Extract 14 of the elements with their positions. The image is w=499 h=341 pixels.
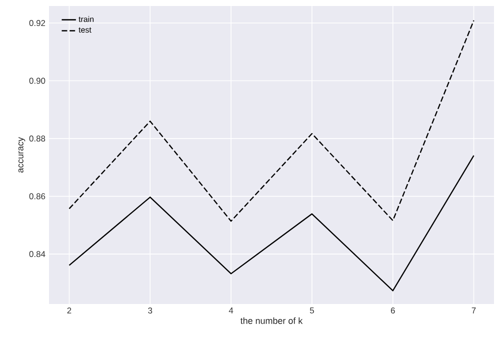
line-series [68, 154, 474, 292]
x-axis-title: the number of k [240, 317, 303, 324]
y-tick-label: 0.90 [29, 78, 46, 84]
y-tick-label: 0.84 [29, 251, 46, 258]
x-tick-label: 5 [310, 308, 314, 314]
x-tick-label: 4 [228, 308, 234, 314]
x-tick-label: 2 [67, 308, 72, 314]
y-tick-label: 0.86 [29, 193, 46, 200]
x-tick-label: 6 [390, 308, 395, 314]
x-tick-label: 7 [472, 308, 476, 314]
y-tick-label: 0.92 [29, 20, 46, 26]
x-tick-label: 3 [148, 308, 152, 314]
y-tick-label: 0.88 [29, 136, 46, 142]
y-axis-title: accuracy [18, 137, 26, 173]
